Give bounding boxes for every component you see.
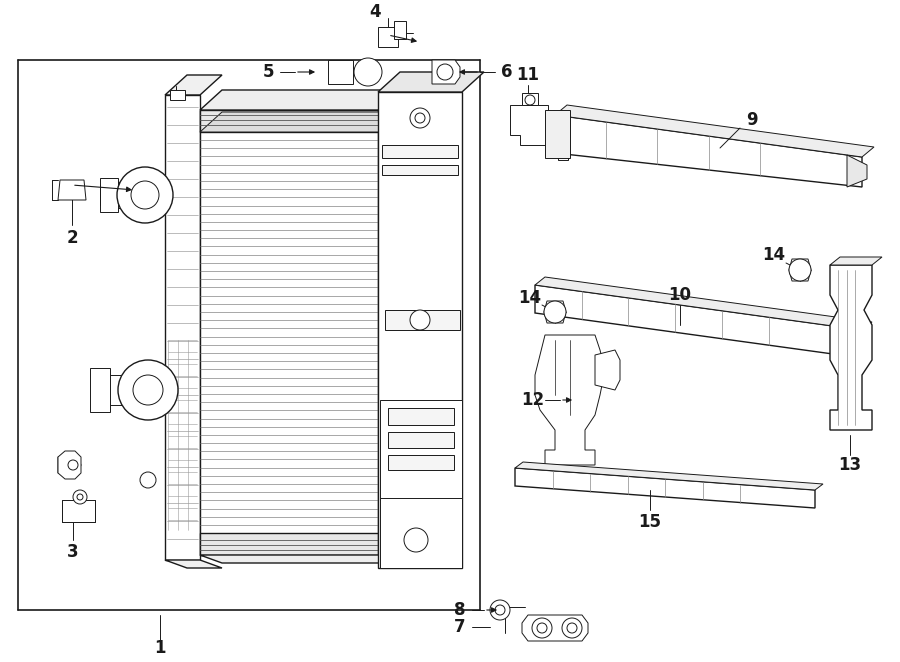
Polygon shape xyxy=(555,105,874,157)
Circle shape xyxy=(77,494,83,500)
Polygon shape xyxy=(388,455,454,470)
Circle shape xyxy=(410,310,430,330)
Circle shape xyxy=(118,360,178,420)
Circle shape xyxy=(133,375,163,405)
Circle shape xyxy=(789,259,811,281)
Polygon shape xyxy=(545,110,570,158)
Text: 5: 5 xyxy=(262,63,274,81)
Polygon shape xyxy=(385,310,460,330)
Text: 1: 1 xyxy=(154,639,166,657)
Text: 14: 14 xyxy=(762,246,786,264)
Polygon shape xyxy=(90,368,110,412)
Polygon shape xyxy=(789,259,811,281)
Circle shape xyxy=(140,472,156,488)
Polygon shape xyxy=(378,72,484,92)
Polygon shape xyxy=(378,27,398,47)
Polygon shape xyxy=(115,182,145,208)
Circle shape xyxy=(490,600,510,620)
Polygon shape xyxy=(165,75,222,95)
Text: 12: 12 xyxy=(521,391,544,409)
Polygon shape xyxy=(535,335,605,465)
Polygon shape xyxy=(847,155,867,187)
Text: 15: 15 xyxy=(638,513,662,531)
Text: 6: 6 xyxy=(501,63,513,81)
Text: 2: 2 xyxy=(67,229,77,247)
Circle shape xyxy=(437,64,453,80)
Polygon shape xyxy=(165,95,200,560)
Polygon shape xyxy=(522,93,538,105)
Polygon shape xyxy=(380,400,462,500)
Polygon shape xyxy=(595,350,620,390)
Polygon shape xyxy=(58,180,86,200)
Polygon shape xyxy=(544,301,566,323)
Polygon shape xyxy=(510,105,568,160)
Polygon shape xyxy=(62,500,95,522)
Circle shape xyxy=(495,605,505,615)
Text: 9: 9 xyxy=(746,111,758,129)
Polygon shape xyxy=(328,60,353,84)
Circle shape xyxy=(525,95,535,105)
Text: 10: 10 xyxy=(669,286,691,304)
Polygon shape xyxy=(555,115,862,187)
Polygon shape xyxy=(388,432,454,448)
Polygon shape xyxy=(830,257,882,265)
Polygon shape xyxy=(200,110,378,555)
Polygon shape xyxy=(382,145,458,158)
Polygon shape xyxy=(200,555,400,563)
Circle shape xyxy=(415,113,425,123)
Polygon shape xyxy=(200,533,378,555)
Circle shape xyxy=(410,108,430,128)
Text: 3: 3 xyxy=(68,543,79,561)
Polygon shape xyxy=(200,112,400,132)
Polygon shape xyxy=(535,285,862,358)
Circle shape xyxy=(68,460,78,470)
Text: 14: 14 xyxy=(518,289,542,307)
Circle shape xyxy=(532,618,552,638)
Polygon shape xyxy=(382,165,458,175)
Polygon shape xyxy=(378,92,462,568)
Polygon shape xyxy=(170,90,185,100)
Polygon shape xyxy=(380,498,462,568)
Polygon shape xyxy=(105,375,148,405)
Text: 4: 4 xyxy=(369,3,381,21)
Polygon shape xyxy=(515,468,815,508)
Polygon shape xyxy=(165,560,222,568)
Circle shape xyxy=(544,301,566,323)
Circle shape xyxy=(567,623,577,633)
Polygon shape xyxy=(535,277,872,330)
Circle shape xyxy=(131,181,159,209)
Polygon shape xyxy=(200,90,400,110)
Circle shape xyxy=(404,528,428,552)
Text: 13: 13 xyxy=(839,456,861,474)
Polygon shape xyxy=(432,60,460,84)
Polygon shape xyxy=(58,457,81,473)
Polygon shape xyxy=(830,265,872,430)
Polygon shape xyxy=(394,21,406,39)
Text: 7: 7 xyxy=(454,618,466,636)
Polygon shape xyxy=(388,408,454,425)
Polygon shape xyxy=(58,451,81,479)
Polygon shape xyxy=(200,110,378,132)
Polygon shape xyxy=(100,178,118,212)
Text: 8: 8 xyxy=(454,601,466,619)
Circle shape xyxy=(73,490,87,504)
Circle shape xyxy=(562,618,582,638)
Circle shape xyxy=(117,167,173,223)
Polygon shape xyxy=(515,462,823,490)
Circle shape xyxy=(354,58,382,86)
Polygon shape xyxy=(522,615,588,641)
Circle shape xyxy=(537,623,547,633)
Text: 11: 11 xyxy=(517,66,539,84)
